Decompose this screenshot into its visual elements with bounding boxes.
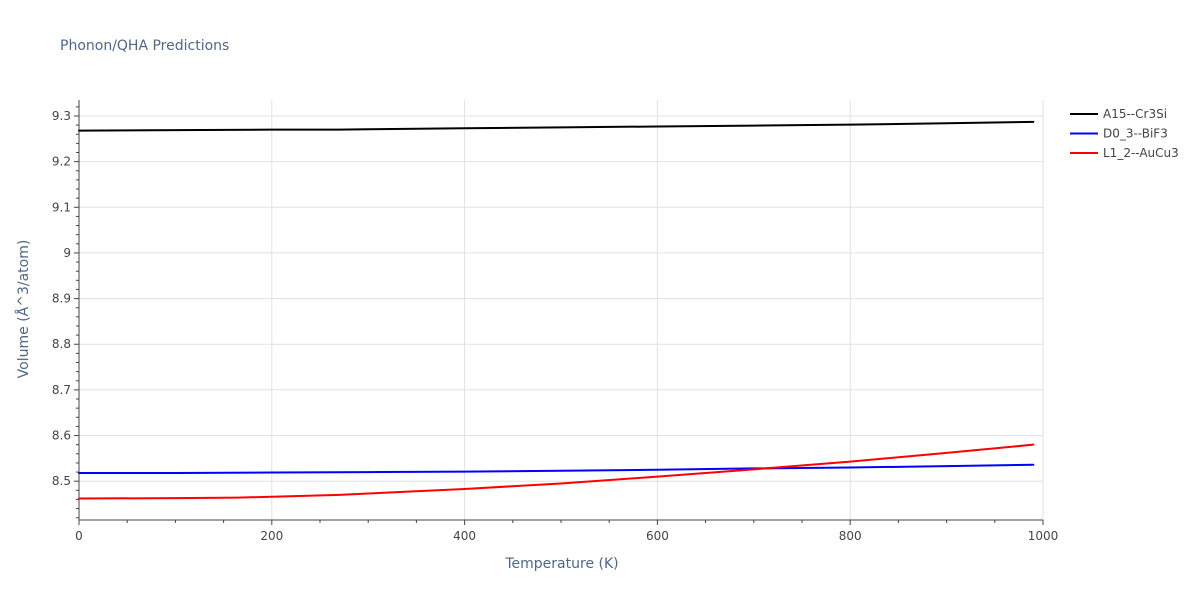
legend-item[interactable]: D0_3--BiF3 (1070, 127, 1168, 141)
legend-item[interactable]: A15--Cr3Si (1070, 107, 1167, 121)
x-axis-title: Temperature (K) (504, 556, 618, 572)
grid-lines (79, 100, 1044, 520)
chart-title: Phonon/QHA Predictions (60, 38, 229, 54)
x-tick-label: 600 (646, 529, 669, 543)
x-tick-label: 1000 (1028, 529, 1059, 543)
legend-label: D0_3--BiF3 (1103, 127, 1168, 141)
y-tick-label: 8.7 (52, 383, 71, 397)
y-tick-label: 8.6 (52, 429, 71, 443)
series-line-l1-2-aucu3 (78, 443, 1035, 500)
x-tick-label: 200 (260, 529, 283, 543)
y-tick-label: 8.5 (52, 474, 71, 488)
legend-item[interactable]: L1_2--AuCu3 (1070, 146, 1179, 160)
axes: 0 200 400 600 800 1000 8.5 8.6 8.7 8.8 8.9 9 9.1 9.2 9… (52, 100, 1058, 543)
x-tick-label: 0 (75, 529, 83, 543)
y-tick-label: 9 (63, 246, 71, 260)
series-lines (78, 120, 1035, 500)
legend-label: L1_2--AuCu3 (1103, 146, 1179, 160)
y-axis-title: Volume (Å^3/atom) (15, 240, 32, 379)
y-tick-label: 8.8 (52, 337, 71, 351)
y-tick-label: 9.3 (52, 109, 71, 123)
series-line-d0-3-bif3 (78, 463, 1035, 474)
y-tick-label: 9.2 (52, 155, 71, 169)
x-tick-label: 800 (839, 529, 862, 543)
y-tick-label: 8.9 (52, 292, 71, 306)
legend[interactable]: A15--Cr3Si D0_3--BiF3 L1_2--AuCu3 (1070, 107, 1179, 160)
y-tick-label: 9.1 (52, 200, 71, 214)
legend-label: A15--Cr3Si (1103, 107, 1167, 121)
series-line-a15-cr3si (78, 120, 1035, 132)
x-tick-label: 400 (453, 529, 476, 543)
